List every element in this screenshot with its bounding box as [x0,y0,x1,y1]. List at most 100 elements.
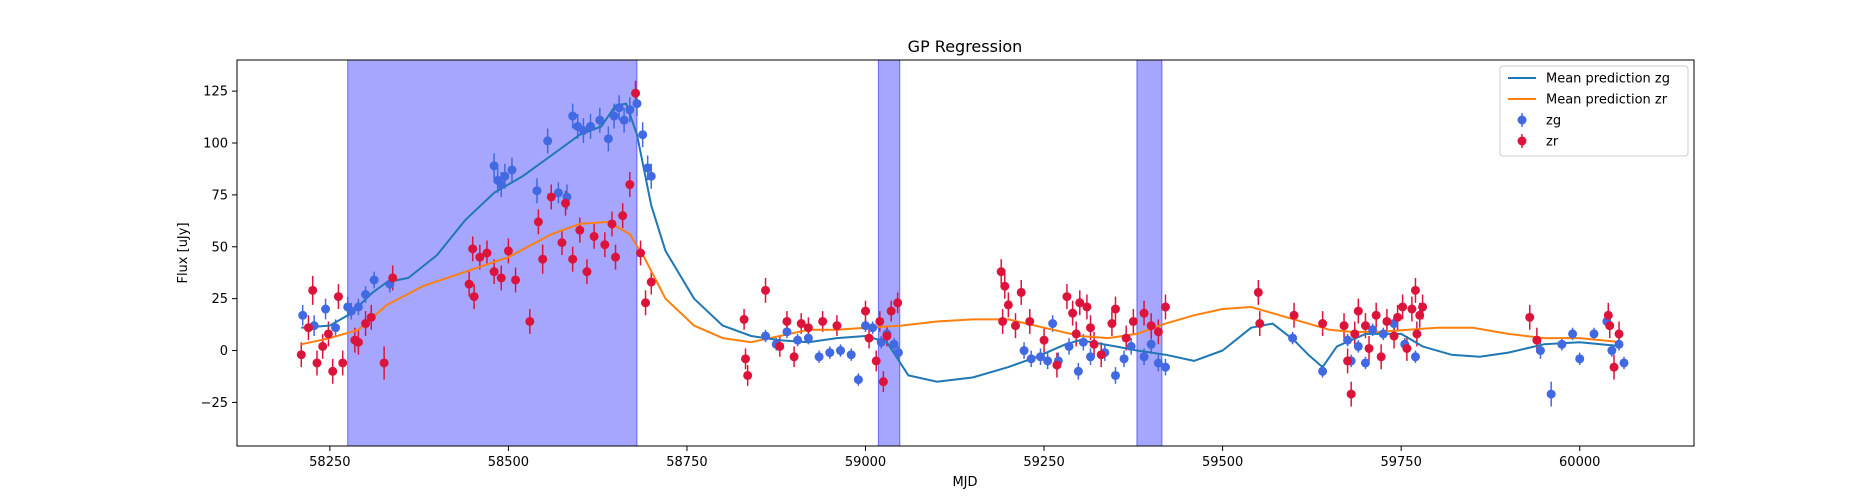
zr-point-52 [818,316,828,326]
zg-point-57 [1078,337,1088,347]
zr-point-55 [864,333,874,343]
zr-point-83 [1139,308,1149,318]
zr-point-14 [388,273,398,283]
y-tick-label-4: 75 [211,188,228,203]
zr-point-40 [636,248,646,258]
zr-point-62 [996,267,1006,277]
zg-point-36 [793,335,803,345]
y-tick-label-0: −25 [201,396,228,411]
zr-point-59 [882,331,892,341]
zr-point-57 [875,316,885,326]
zr-point-33 [589,231,599,241]
y-tick-label-1: 0 [220,344,228,359]
zr-point-99 [1376,352,1386,362]
zr-point-32 [582,267,592,277]
zg-point-14 [507,165,517,175]
zg-point-32 [646,171,656,181]
zg-point-47 [889,339,899,349]
zr-point-18 [475,252,485,262]
zg-point-30 [638,130,648,140]
x-tick-label-7: 60000 [1559,455,1600,470]
zg-point-73 [1368,325,1378,335]
y-tick-label-3: 50 [211,240,228,255]
zg-point-60 [1110,370,1120,380]
zr-point-82 [1128,316,1138,326]
zg-point-66 [1160,362,1170,372]
zg-point-82 [1575,354,1585,364]
plot-frame [236,59,1695,447]
zr-point-78 [1096,350,1106,360]
zg-point-63 [1139,352,1149,362]
zr-point-96 [1360,321,1370,331]
zr-point-49 [789,352,799,362]
zg-point-80 [1557,339,1567,349]
zr-point-30 [568,254,578,264]
zr-point-17 [469,292,479,302]
zg-point-38 [814,352,824,362]
zr-point-109 [1418,302,1428,312]
zr-point-20 [489,267,499,277]
zr-point-108 [1415,310,1425,320]
zr-point-1 [303,323,313,333]
zg-point-22 [586,121,596,131]
zr-point-104 [1402,343,1412,353]
zg-point-25 [609,111,619,121]
zg-point-68 [1318,366,1328,376]
zr-point-13 [379,358,389,368]
x-tick-label-6: 59750 [1380,455,1421,470]
zg-point-5 [346,306,356,316]
zg-point-86 [1614,339,1624,349]
zr-point-94 [1350,329,1360,339]
y-tick-label-5: 100 [203,137,228,152]
zr-point-31 [575,225,585,235]
zg-point-16 [543,136,553,146]
zr-point-88 [1255,319,1265,329]
x-tick-label-3: 59000 [845,455,886,470]
zg-point-35 [782,327,792,337]
zr-point-100 [1382,316,1392,326]
zg-point-65 [1153,358,1163,368]
shaded-region-0 [347,59,638,447]
zr-point-113 [1605,321,1615,331]
zr-point-90 [1318,319,1328,329]
shaded-regions [347,59,1163,447]
zg-point-33 [761,331,771,341]
zr-point-97 [1364,343,1374,353]
y-axis-ticks: −25 0 25 50 75 100 125 [201,85,237,411]
zr-point-54 [861,306,871,316]
shaded-region-2 [1136,59,1163,447]
zr-point-25 [533,217,543,227]
zg-point-61 [1119,354,1129,364]
zr-point-67 [1016,287,1026,297]
zr-point-36 [611,252,621,262]
zr-point-19 [482,248,492,258]
zr-point-105 [1407,304,1417,314]
zr-point-53 [832,321,842,331]
zg-point-8 [369,275,379,285]
zg-point-41 [846,350,856,360]
x-axis-label: MJD [952,475,977,490]
zg-point-6 [353,302,363,312]
y-axis-label: Flux [uJy] [176,222,191,283]
y-tick-label-6: 125 [203,85,228,100]
zr-point-16 [468,244,478,254]
zr-point-34 [600,240,610,250]
zr-point-22 [503,246,513,256]
zg-point-79 [1546,389,1556,399]
zr-point-61 [893,298,903,308]
zg-point-49 [1019,346,1029,356]
zg-point-64 [1146,339,1156,349]
zr-point-70 [1052,360,1062,370]
zr-point-24 [525,316,535,326]
zr-point-110 [1525,312,1535,322]
zr-point-71 [1062,292,1072,302]
zg-point-51 [1035,352,1045,362]
zg-point-7 [361,290,371,300]
zg-point-52 [1043,356,1053,366]
zg-point-77 [1410,352,1420,362]
zr-point-23 [511,275,521,285]
zg-point-19 [568,111,578,121]
zg-point-12 [496,180,506,190]
zr-point-92 [1343,356,1353,366]
zr-point-64 [1000,281,1010,291]
